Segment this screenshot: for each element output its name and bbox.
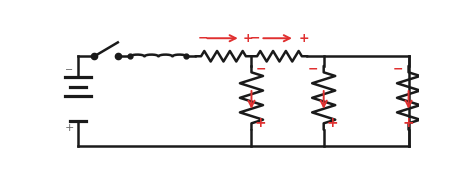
- Text: −: −: [198, 32, 208, 45]
- Text: +: +: [242, 32, 253, 45]
- Text: −: −: [392, 62, 403, 75]
- Text: +: +: [327, 116, 338, 130]
- Text: −: −: [65, 65, 73, 75]
- Text: +: +: [299, 32, 309, 45]
- Text: −: −: [255, 62, 266, 75]
- Text: +: +: [64, 123, 74, 133]
- Text: +: +: [403, 116, 414, 130]
- Text: +: +: [255, 116, 266, 130]
- Text: −: −: [250, 32, 260, 45]
- Text: −: −: [308, 62, 318, 75]
